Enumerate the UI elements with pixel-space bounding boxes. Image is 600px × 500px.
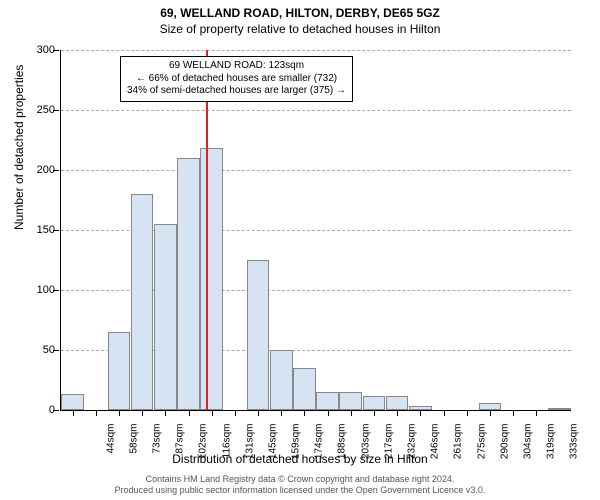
- histogram-bar: [177, 158, 200, 410]
- x-tick: [304, 410, 305, 416]
- footer-line1: Contains HM Land Registry data © Crown c…: [0, 474, 600, 485]
- figure: 69, WELLAND ROAD, HILTON, DERBY, DE65 5G…: [0, 0, 600, 500]
- chart-area: 05010015020025030044sqm58sqm73sqm87sqm10…: [60, 50, 570, 410]
- x-tick: [258, 410, 259, 416]
- histogram-bar: [386, 396, 409, 410]
- y-tick-label: 50: [43, 344, 55, 356]
- y-tick-label: 200: [37, 164, 55, 176]
- footer-line3: Produced using public sector information…: [0, 485, 600, 496]
- x-axis-label: Distribution of detached houses by size …: [0, 452, 600, 466]
- histogram-bar: [108, 332, 131, 410]
- x-tick: [490, 410, 491, 416]
- annotation-line1: 69 WELLAND ROAD: 123sqm: [127, 60, 346, 73]
- histogram-bar: [293, 368, 316, 410]
- chart-title: 69, WELLAND ROAD, HILTON, DERBY, DE65 5G…: [0, 0, 600, 20]
- gridline: [61, 110, 571, 111]
- histogram-bar: [270, 350, 293, 410]
- annotation-line2: ← 66% of detached houses are smaller (73…: [127, 73, 346, 86]
- histogram-bar: [61, 394, 84, 410]
- histogram-bar: [479, 403, 502, 410]
- x-tick: [351, 410, 352, 416]
- x-tick: [96, 410, 97, 416]
- y-tick-label: 0: [49, 404, 55, 416]
- x-tick: [420, 410, 421, 416]
- x-tick: [374, 410, 375, 416]
- x-tick: [444, 410, 445, 416]
- chart-subtitle: Size of property relative to detached ho…: [0, 20, 600, 36]
- x-tick: [189, 410, 190, 416]
- x-tick: [73, 410, 74, 416]
- histogram-bar: [316, 392, 339, 410]
- histogram-bar: [131, 194, 154, 410]
- x-tick: [281, 410, 282, 416]
- annotation-line3: 34% of semi-detached houses are larger (…: [127, 85, 346, 98]
- annotation-box: 69 WELLAND ROAD: 123sqm ← 66% of detache…: [120, 56, 353, 102]
- x-tick: [397, 410, 398, 416]
- histogram-bar: [548, 408, 571, 410]
- reference-line: [206, 50, 208, 410]
- x-tick: [119, 410, 120, 416]
- plot-region: 05010015020025030044sqm58sqm73sqm87sqm10…: [60, 50, 571, 411]
- gridline: [61, 170, 571, 171]
- x-tick: [536, 410, 537, 416]
- y-tick-label: 300: [37, 44, 55, 56]
- histogram-bar: [200, 148, 223, 410]
- gridline: [61, 50, 571, 51]
- x-tick: [212, 410, 213, 416]
- x-tick: [142, 410, 143, 416]
- x-tick: [235, 410, 236, 416]
- y-tick-label: 100: [37, 284, 55, 296]
- histogram-bar: [339, 392, 362, 410]
- histogram-bar: [154, 224, 177, 410]
- x-tick: [513, 410, 514, 416]
- x-tick: [165, 410, 166, 416]
- y-tick-label: 250: [37, 104, 55, 116]
- histogram-bar: [247, 260, 270, 410]
- x-tick: [328, 410, 329, 416]
- footer: Contains HM Land Registry data © Crown c…: [0, 474, 600, 496]
- x-tick: [467, 410, 468, 416]
- y-tick-label: 150: [37, 224, 55, 236]
- histogram-bar: [363, 396, 386, 410]
- y-axis-label: Number of detached properties: [12, 65, 26, 230]
